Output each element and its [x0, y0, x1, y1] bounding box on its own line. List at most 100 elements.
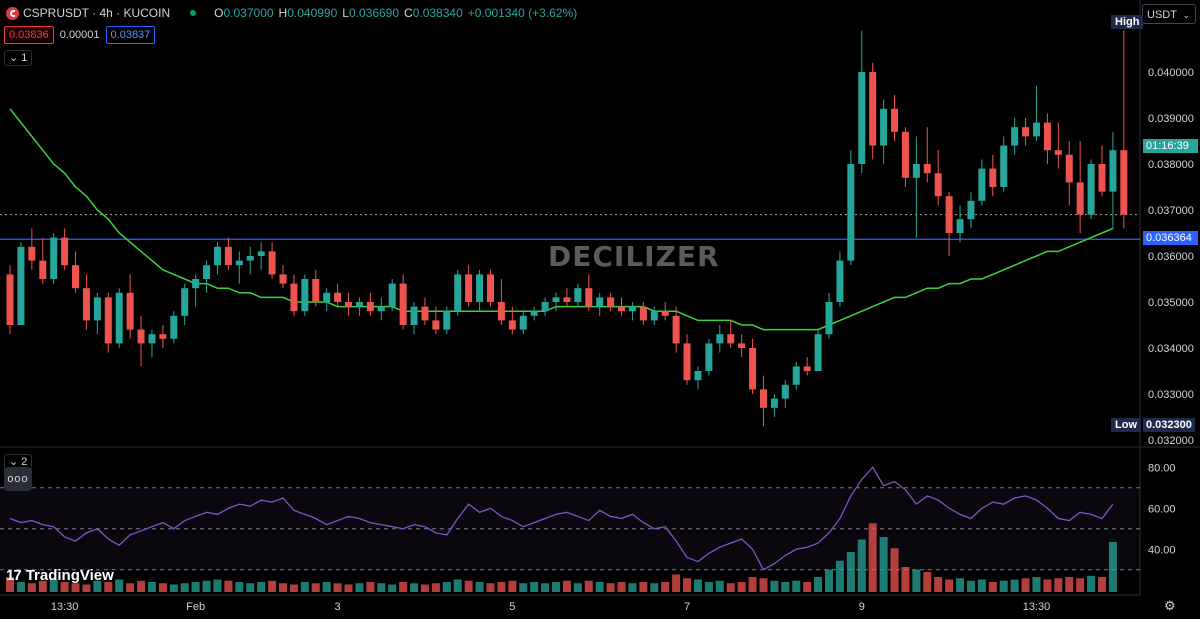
- candle-body: [596, 297, 604, 307]
- candle-body: [377, 306, 385, 312]
- volume-bar: [213, 579, 222, 592]
- more-options-button[interactable]: ooo: [4, 467, 32, 491]
- candle-body: [1054, 150, 1062, 155]
- candle-body: [563, 297, 571, 302]
- volume-bar: [6, 577, 14, 592]
- volume-bar: [988, 582, 997, 592]
- volume-bar: [1065, 577, 1074, 592]
- volume-bar: [704, 582, 713, 592]
- candle-body: [72, 265, 80, 289]
- volume-bar: [934, 577, 943, 592]
- time-tick-label: 7: [684, 601, 690, 613]
- volume-bar: [562, 580, 571, 592]
- volume-bar: [147, 582, 156, 592]
- candle-body: [585, 288, 593, 307]
- volume-bar: [1043, 579, 1052, 592]
- volume-bar: [748, 577, 757, 592]
- volume-bar: [49, 579, 58, 592]
- close-label: C: [404, 6, 413, 20]
- candle-body: [530, 311, 538, 316]
- candle-body: [705, 343, 713, 371]
- volume-bar: [137, 580, 146, 592]
- candle-body: [93, 297, 101, 321]
- candle-body: [989, 168, 997, 187]
- volume-bar: [999, 580, 1008, 592]
- candle-body: [203, 265, 211, 279]
- gear-icon[interactable]: ⚙: [1164, 598, 1176, 613]
- time-tick-label: 13:30: [1023, 601, 1051, 613]
- candle-body: [17, 246, 25, 325]
- open-label: O: [214, 6, 224, 20]
- volume-bar: [377, 583, 386, 592]
- rsi-tick-label: 80.00: [1148, 462, 1176, 474]
- candle-body: [170, 315, 178, 339]
- open-value: 0.037000: [223, 6, 274, 20]
- volume-bar: [661, 582, 670, 592]
- volume-bar: [835, 560, 844, 592]
- candle-body: [803, 366, 811, 371]
- volume-bar: [475, 582, 484, 592]
- volume-bar: [104, 582, 113, 592]
- candle-body: [421, 306, 429, 321]
- low-marker-value: 0.032300: [1143, 418, 1195, 432]
- candle-body: [454, 274, 462, 312]
- volume-bar: [1032, 577, 1041, 592]
- volume-bar: [639, 582, 648, 592]
- candle-body: [749, 348, 757, 390]
- hline-price-tag[interactable]: 0.036364: [1143, 231, 1198, 245]
- candle-body: [978, 168, 986, 201]
- currency-select[interactable]: USDT ⌄: [1142, 4, 1196, 24]
- sell-price-button[interactable]: 0.03836: [4, 26, 54, 44]
- low-value: 0.036690: [348, 6, 400, 20]
- volume-bar: [82, 584, 91, 592]
- time-tick-label: Feb: [186, 601, 205, 613]
- volume-bar: [966, 580, 975, 592]
- candle-body: [618, 306, 626, 312]
- volume-bar: [912, 569, 921, 592]
- candle-body: [246, 256, 254, 261]
- volume-bar: [388, 584, 397, 592]
- candle-body: [552, 297, 560, 302]
- volume-bar: [60, 582, 69, 592]
- volume-bar: [191, 582, 200, 592]
- candle-body: [880, 108, 888, 146]
- volume-bar: [628, 583, 637, 592]
- volume-bar: [595, 582, 604, 592]
- volume-bar: [420, 584, 429, 592]
- low-marker-label: Low: [1111, 418, 1141, 432]
- candle-body: [792, 366, 800, 385]
- volume-bar: [846, 552, 855, 592]
- candle-body: [770, 398, 778, 408]
- symbol-title[interactable]: CSPRUSDT · 4h · KUCOIN: [23, 6, 171, 20]
- candle-body: [39, 260, 47, 279]
- candle-body: [279, 274, 287, 284]
- candle-body: [759, 389, 767, 408]
- volume-bar: [38, 580, 47, 592]
- volume-bar: [224, 580, 233, 592]
- candle-body: [126, 292, 134, 330]
- volume-bar: [530, 582, 539, 592]
- volume-bar: [366, 582, 375, 592]
- tradingview-mark-icon: 17: [6, 567, 22, 584]
- high-marker-label: High: [1111, 15, 1144, 29]
- volume-bar: [803, 582, 812, 592]
- volume-bar: [715, 580, 724, 592]
- volume-bar: [650, 583, 659, 592]
- volume-bar: [268, 580, 277, 592]
- volume-bar: [279, 583, 287, 592]
- tradingview-logo[interactable]: 17 TradingView: [6, 567, 114, 584]
- price-tick-label: 0.038000: [1148, 159, 1194, 171]
- candle-body: [945, 196, 953, 233]
- main-pane-collapse-toggle[interactable]: ⌄ 1: [4, 50, 33, 66]
- volume-bar: [246, 583, 255, 592]
- volume-bar: [1087, 575, 1096, 592]
- candle-body: [628, 306, 636, 312]
- volume-bar: [158, 583, 167, 592]
- candle-body: [1065, 154, 1073, 183]
- buy-price-button[interactable]: 0.03837: [105, 26, 156, 44]
- price-tick-label: 0.037000: [1148, 205, 1194, 217]
- volume-bar: [300, 582, 309, 592]
- candle-body: [192, 279, 200, 289]
- volume-bar: [945, 579, 954, 592]
